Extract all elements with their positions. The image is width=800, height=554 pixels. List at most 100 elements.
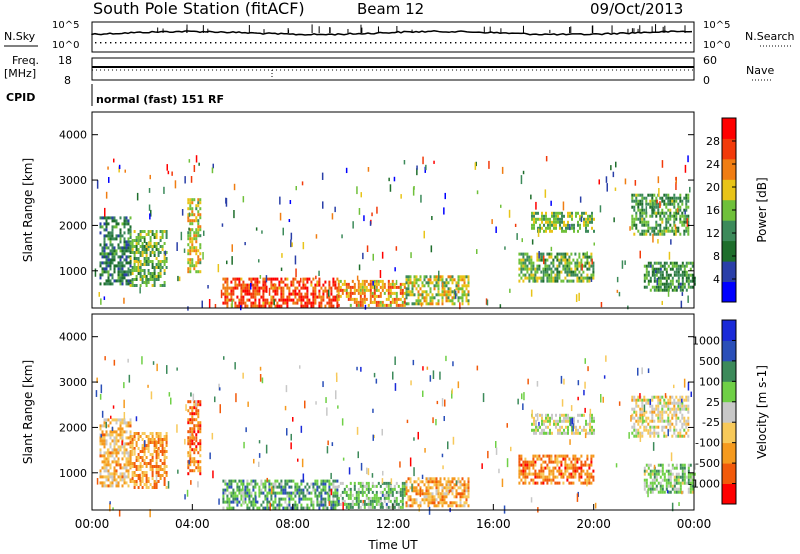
data-cell [191,243,194,247]
data-cell [195,445,198,449]
data-cell [445,480,448,484]
data-cell [568,475,571,479]
data-speck [297,458,299,462]
data-cell [282,286,285,290]
data-cell [665,285,668,289]
data-cell [691,478,694,482]
data-cell [191,433,194,437]
data-cell [191,409,194,413]
data-cell [137,233,140,236]
data-speck [364,304,367,310]
data-cell [445,486,448,490]
data-cell [119,282,122,286]
data-cell [131,284,134,287]
data-cell [163,471,166,474]
nsearch-dot [605,42,607,44]
data-cell [353,288,356,292]
data-cell [292,277,295,281]
data-cell [548,466,551,470]
data-cell [659,223,662,227]
data-cell [316,479,319,483]
data-cell [530,261,533,265]
data-cell [528,481,531,485]
data-cell [522,460,525,464]
data-cell [582,469,585,473]
data-cell [665,288,668,292]
data-cell [685,422,688,426]
data-cell [577,428,579,432]
data-cell [643,410,646,414]
data-cell [413,486,416,490]
data-cell [111,439,114,443]
data-cell [675,217,678,221]
data-cell [528,279,531,283]
data-cell [187,267,190,271]
data-cell [574,457,577,461]
data-cell [232,494,235,498]
data-cell [659,401,662,405]
data-speck [681,292,684,296]
data-cell [282,485,285,489]
data-cell [151,272,154,275]
data-cell [409,293,412,297]
data-cell [645,270,648,274]
data-speck [429,375,432,382]
data-cell [337,279,340,283]
data-speck [544,267,547,272]
data-cell [465,501,468,505]
data-speck [535,201,537,210]
data-cell [105,451,108,455]
data-cell [685,407,688,411]
data-cell [453,501,456,505]
data-speck [231,244,233,252]
data-cell [645,196,648,200]
data-speck [605,355,607,362]
data-cell [107,433,110,437]
data-cell [123,445,126,449]
data-cell [415,498,418,502]
data-cell [306,280,309,284]
data-cell [556,460,559,464]
data-cell [357,499,360,503]
data-speck [290,239,292,248]
data-cell [651,229,654,233]
data-cell [306,301,309,305]
data-cell [129,248,132,251]
data-cell [276,286,279,290]
data-cell [574,261,577,265]
data-cell [399,505,402,509]
data-speck [245,427,247,433]
data-speck [101,410,104,418]
data-cell [286,482,289,486]
data-cell [663,288,666,292]
data-cell [671,288,674,292]
data-cell [592,475,595,479]
data-cell [655,211,658,215]
data-cell [199,213,202,217]
data-cell [569,422,571,426]
nsearch-dot [660,42,662,44]
data-cell [143,248,146,251]
data-cell [103,216,106,220]
data-cell [163,465,166,468]
data-cell [586,457,589,461]
data-cell [101,225,104,229]
data-cell [195,231,198,235]
data-cell [647,401,650,405]
data-cell [367,499,370,503]
data-cell [109,445,112,449]
data-cell [677,478,680,482]
data-cell [141,480,144,483]
data-cell [135,242,138,245]
data-cell [653,232,656,236]
data-cell [222,500,225,504]
data-cell [123,222,126,226]
data-cell [535,431,537,435]
data-cell [228,497,231,501]
data-cell [553,226,555,230]
data-speck [188,227,190,231]
data-cell [151,251,154,254]
data-cell [252,301,255,305]
data-cell [681,463,684,467]
data-cell [560,258,563,262]
